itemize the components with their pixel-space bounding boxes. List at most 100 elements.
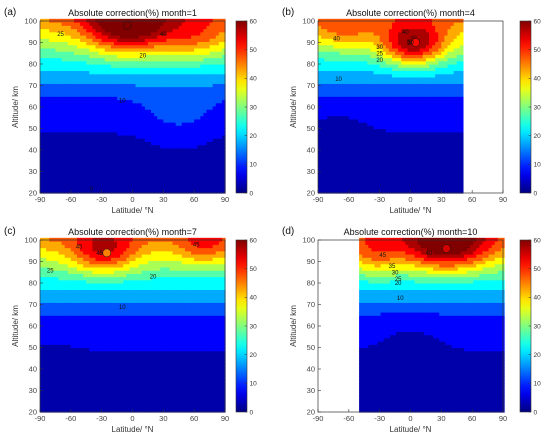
heatmap-cell xyxy=(194,89,198,94)
heatmap-cell xyxy=(321,73,325,78)
heatmap-cell xyxy=(200,109,205,113)
heatmap-cell xyxy=(83,151,87,155)
heatmap-cell xyxy=(104,96,109,101)
heatmap-cell xyxy=(61,96,66,101)
heatmap-cell xyxy=(184,25,189,30)
heatmap-cell xyxy=(129,44,134,49)
heatmap-cell xyxy=(135,80,140,84)
heatmap-cell xyxy=(200,28,205,33)
heatmap-cell xyxy=(154,122,158,126)
heatmap-cell xyxy=(318,151,322,155)
heatmap-cell xyxy=(141,160,146,165)
heatmap-cell xyxy=(157,83,161,88)
heatmap-cell xyxy=(163,96,168,101)
heatmap-cell xyxy=(154,128,158,133)
heatmap-cell xyxy=(107,28,112,33)
heatmap-cell xyxy=(151,183,155,188)
heatmap-cell xyxy=(151,105,155,110)
heatmap-cell xyxy=(191,99,195,104)
heatmap-cell xyxy=(138,60,143,65)
heatmap-cell xyxy=(181,186,186,191)
heatmap-cell xyxy=(175,93,180,97)
heatmap-cell xyxy=(89,38,94,43)
heatmap-cell xyxy=(98,64,103,68)
heatmap-cell xyxy=(169,157,174,162)
heatmap-cell xyxy=(114,138,118,142)
heatmap-cell xyxy=(151,34,155,39)
heatmap-cell xyxy=(117,22,121,26)
heatmap-cell xyxy=(154,176,158,181)
heatmap-cell xyxy=(70,83,75,88)
heatmap-cell xyxy=(209,28,214,33)
heatmap-cell xyxy=(123,47,127,52)
heatmap-cell xyxy=(175,105,180,110)
heatmap-cell xyxy=(194,134,198,139)
heatmap-cell xyxy=(114,134,118,139)
heatmap-cell xyxy=(61,41,66,46)
heatmap-cell xyxy=(95,144,100,149)
heatmap-cell xyxy=(318,189,322,194)
heatmap-cell xyxy=(58,167,63,172)
heatmap-cell xyxy=(157,96,161,101)
heatmap-cell xyxy=(178,160,183,165)
heatmap-cell xyxy=(64,109,69,113)
heatmap-cell xyxy=(55,125,60,130)
heatmap-cell xyxy=(141,25,146,30)
heatmap-cell xyxy=(95,154,100,159)
heatmap-cell xyxy=(157,118,161,123)
heatmap-cell xyxy=(184,67,189,72)
heatmap-cell xyxy=(58,157,63,162)
heatmap-cell xyxy=(120,128,124,133)
heatmap-cell xyxy=(188,60,192,65)
heatmap-cell xyxy=(70,54,75,59)
heatmap-cell xyxy=(181,147,186,152)
heatmap-cell xyxy=(135,34,140,39)
heatmap-cell xyxy=(144,122,149,126)
heatmap-cell xyxy=(55,44,60,49)
heatmap-cell xyxy=(163,154,168,159)
heatmap-cell xyxy=(123,93,127,97)
heatmap-cell xyxy=(188,83,192,88)
heatmap-cell xyxy=(64,44,69,49)
heatmap-cell xyxy=(203,57,208,62)
heatmap-cell xyxy=(175,51,180,55)
heatmap-cell xyxy=(321,70,325,75)
heatmap-cell xyxy=(212,170,217,175)
heatmap-cell xyxy=(55,80,60,84)
heatmap-cell xyxy=(160,102,164,107)
heatmap-cell xyxy=(132,170,137,175)
heatmap-cell xyxy=(101,64,106,68)
heatmap-cell xyxy=(144,44,149,49)
heatmap-cell xyxy=(188,96,192,101)
heatmap-cell xyxy=(215,144,220,149)
heatmap-cell xyxy=(110,180,115,184)
heatmap-cell xyxy=(197,31,201,36)
heatmap-cell xyxy=(132,80,137,84)
heatmap-cell xyxy=(132,96,137,101)
heatmap-cell xyxy=(126,70,131,75)
heatmap-cell xyxy=(43,112,47,117)
heatmap-cell xyxy=(188,73,192,78)
heatmap-cell xyxy=(172,118,177,123)
heatmap-cell xyxy=(92,189,97,194)
heatmap-cell xyxy=(77,28,81,33)
heatmap-cell xyxy=(215,134,220,139)
heatmap-cell xyxy=(77,34,81,39)
heatmap-cell xyxy=(181,163,186,168)
heatmap-cell xyxy=(203,131,208,136)
heatmap-cell xyxy=(92,99,97,104)
heatmap-cell xyxy=(46,57,50,62)
heatmap-cell xyxy=(77,163,81,168)
heatmap-cell xyxy=(178,67,183,72)
heatmap-cell xyxy=(218,31,223,36)
heatmap-cell xyxy=(120,73,124,78)
heatmap-cell xyxy=(64,22,69,26)
heatmap-cell xyxy=(209,167,214,172)
heatmap-cell xyxy=(104,160,109,165)
heatmap-cell xyxy=(175,183,180,188)
heatmap-cell xyxy=(147,134,152,139)
heatmap-cell xyxy=(163,86,168,91)
heatmap-cell xyxy=(166,86,171,91)
heatmap-cell xyxy=(321,118,325,123)
heatmap-cell xyxy=(318,115,322,120)
